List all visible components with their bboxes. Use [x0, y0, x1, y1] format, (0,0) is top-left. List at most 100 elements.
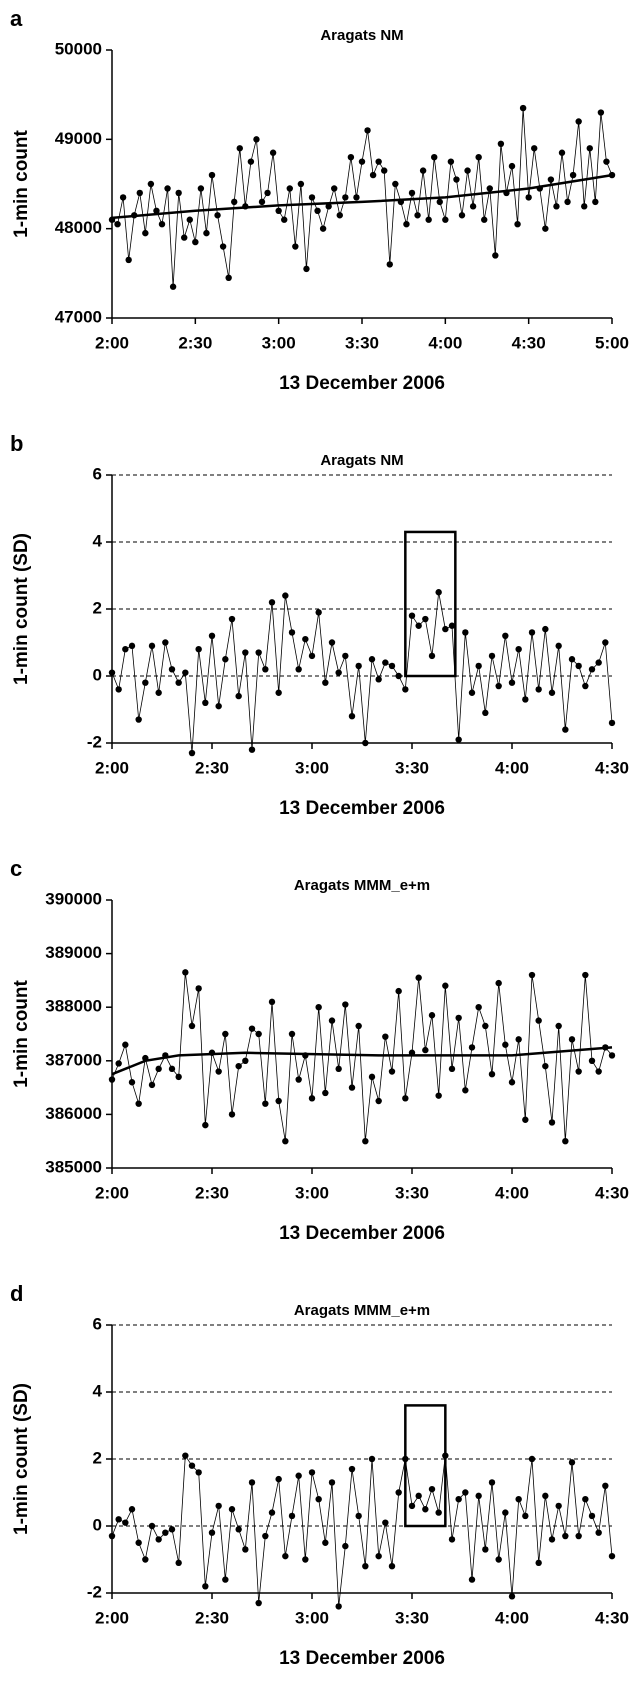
data-point — [255, 1030, 262, 1038]
data-point — [262, 666, 269, 673]
data-point — [128, 642, 136, 650]
data-point — [488, 1479, 496, 1486]
data-point — [142, 229, 149, 237]
data-point — [219, 243, 227, 250]
data-point — [435, 1509, 442, 1516]
data-point — [608, 171, 616, 179]
data-point — [268, 599, 276, 606]
y-tick-label: 2 — [93, 1448, 102, 1467]
data-point — [525, 194, 532, 201]
data-point — [197, 185, 205, 192]
data-point — [288, 629, 296, 636]
y-axis-label: 1-min count (SD) — [11, 1383, 32, 1535]
y-tick-label: 0 — [93, 1515, 102, 1534]
data-point — [475, 1004, 482, 1011]
data-point — [175, 1073, 182, 1081]
data-point — [455, 736, 462, 743]
data-point — [135, 1100, 142, 1107]
data-point — [182, 1452, 189, 1459]
data-point — [135, 716, 142, 723]
data-point — [428, 1485, 436, 1493]
data-point — [535, 1017, 542, 1024]
data-point — [275, 1475, 282, 1483]
x-tick-label: 2:30 — [195, 1183, 229, 1202]
data-point — [519, 104, 527, 112]
data-point — [158, 221, 166, 228]
data-point — [562, 1532, 569, 1540]
data-point — [362, 1563, 369, 1570]
data-point — [382, 659, 389, 666]
data-point — [515, 1036, 522, 1043]
data-point — [135, 1539, 142, 1546]
data-point — [328, 1017, 336, 1024]
data-point — [368, 656, 376, 663]
data-point — [355, 662, 362, 670]
y-tick-label: 4 — [93, 531, 103, 550]
data-point — [155, 1065, 162, 1073]
x-tick-label: 3:00 — [295, 1183, 329, 1202]
data-point — [242, 1057, 249, 1064]
data-point — [192, 238, 199, 246]
data-point — [422, 1046, 429, 1054]
data-point — [419, 167, 427, 174]
data-point — [148, 1081, 156, 1089]
data-point — [235, 1526, 242, 1533]
data-point — [415, 1492, 422, 1500]
x-tick-label: 2:00 — [95, 758, 129, 777]
data-point — [395, 672, 402, 680]
data-point — [568, 656, 576, 663]
y-axis-label: 1-min count — [11, 979, 32, 1087]
x-tick-label: 4:30 — [512, 333, 546, 352]
data-point — [242, 1546, 249, 1553]
data-point — [608, 1052, 616, 1059]
data-point — [125, 256, 132, 264]
chart-panel: d Aragats MMM_e+m 13 December 2006 1-min co… — [10, 1281, 629, 1669]
data-point — [488, 1071, 496, 1078]
data-point — [522, 696, 529, 703]
x-tick-label: 3:30 — [395, 1608, 429, 1627]
data-point — [148, 1522, 156, 1530]
data-point — [528, 1455, 536, 1463]
y-tick-label: 49000 — [55, 129, 102, 148]
data-point — [548, 1119, 556, 1126]
data-point — [495, 979, 502, 987]
data-point — [108, 669, 116, 676]
data-point — [336, 212, 343, 219]
data-point — [122, 1041, 129, 1048]
data-point — [502, 1041, 509, 1048]
data-point — [288, 1512, 296, 1520]
data-point — [442, 982, 449, 989]
data-point — [375, 1097, 382, 1105]
data-point — [136, 189, 143, 197]
data-point — [208, 171, 216, 179]
data-point — [531, 145, 538, 152]
data-point — [358, 158, 366, 165]
data-point — [462, 1489, 469, 1496]
data-point — [364, 127, 371, 134]
data-point — [422, 1506, 429, 1513]
x-tick-label: 3:00 — [295, 758, 329, 777]
data-point — [228, 1111, 236, 1118]
data-point — [375, 1552, 382, 1560]
data-point — [247, 158, 255, 165]
data-point — [447, 158, 455, 165]
data-point — [302, 1556, 309, 1563]
data-point — [235, 1062, 242, 1070]
data-point — [522, 1116, 529, 1123]
data-point — [448, 1065, 456, 1073]
data-point — [553, 203, 560, 210]
data-point — [535, 686, 542, 693]
data-point — [215, 702, 222, 710]
x-tick-label: 4:00 — [495, 1608, 529, 1627]
data-point — [322, 679, 329, 686]
data-point — [408, 1502, 416, 1510]
x-tick-label: 4:30 — [595, 1183, 629, 1202]
x-tick-label: 5:00 — [595, 333, 629, 352]
data-point — [514, 221, 521, 228]
data-point — [562, 1138, 569, 1145]
data-point — [442, 1452, 449, 1459]
data-point — [508, 1079, 516, 1086]
x-axis-label: 13 December 2006 — [279, 798, 445, 819]
data-point — [542, 1492, 549, 1500]
data-point — [388, 1563, 396, 1570]
